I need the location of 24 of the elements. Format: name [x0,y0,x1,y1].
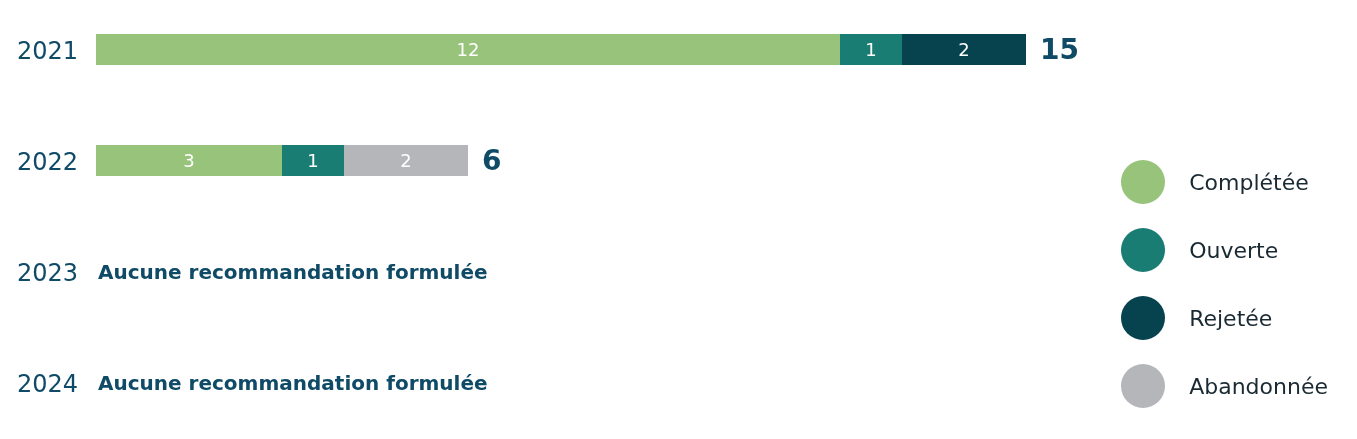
bar [344,144,468,176]
bar [96,144,282,176]
total-label: 6 [482,144,502,178]
y-tick-label: 2022 [16,147,78,176]
data-label: 2 [400,149,412,171]
bar [282,144,344,176]
annotation: Aucune recommandation formulée [98,370,488,395]
legend-label: Rejetée [1189,305,1273,331]
legend-label: Abandonnée [1189,373,1328,399]
bar [840,33,902,65]
annotation: Aucune recommandation formulée [98,259,488,284]
data-label: 2 [958,38,970,60]
legend-label: Ouverte [1189,237,1279,263]
bar [96,33,840,65]
y-tick-label: 2021 [16,36,78,65]
y-tick-label: 2023 [16,258,78,287]
total-label: 15 [1040,33,1079,67]
data-label: 1 [307,149,319,171]
y-tick-label: 2024 [16,369,78,398]
data-label: 12 [456,38,480,60]
data-label: 1 [865,38,877,60]
legend-label: Complétée [1189,169,1309,195]
bar [902,33,1026,65]
data-label: 3 [183,149,195,171]
